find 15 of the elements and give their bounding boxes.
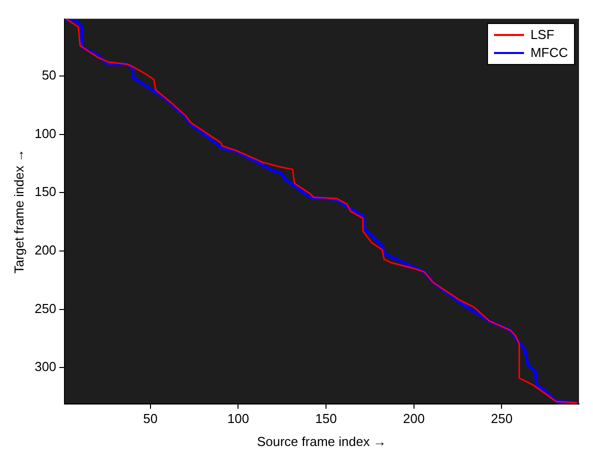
x-tick-label: 200 bbox=[403, 411, 425, 426]
y-tick-label: 100 bbox=[34, 126, 56, 141]
y-tick-label: 300 bbox=[34, 359, 56, 374]
legend-label: LSF bbox=[530, 26, 554, 44]
x-tick-label: 150 bbox=[315, 411, 337, 426]
x-tick-label: 50 bbox=[143, 411, 158, 426]
x-tick-label: 100 bbox=[227, 411, 250, 426]
y-tick-label: 150 bbox=[34, 184, 56, 200]
x-axis-title: Source frame index → bbox=[256, 434, 386, 449]
legend-label: MFCC bbox=[530, 44, 568, 62]
y-tick-label: 250 bbox=[34, 300, 56, 316]
x-tick-label: 250 bbox=[490, 411, 513, 426]
y-tick-label: 50 bbox=[42, 68, 56, 83]
y-tick-label: 200 bbox=[34, 242, 56, 258]
y-axis-title: Target frame index → bbox=[11, 149, 26, 274]
